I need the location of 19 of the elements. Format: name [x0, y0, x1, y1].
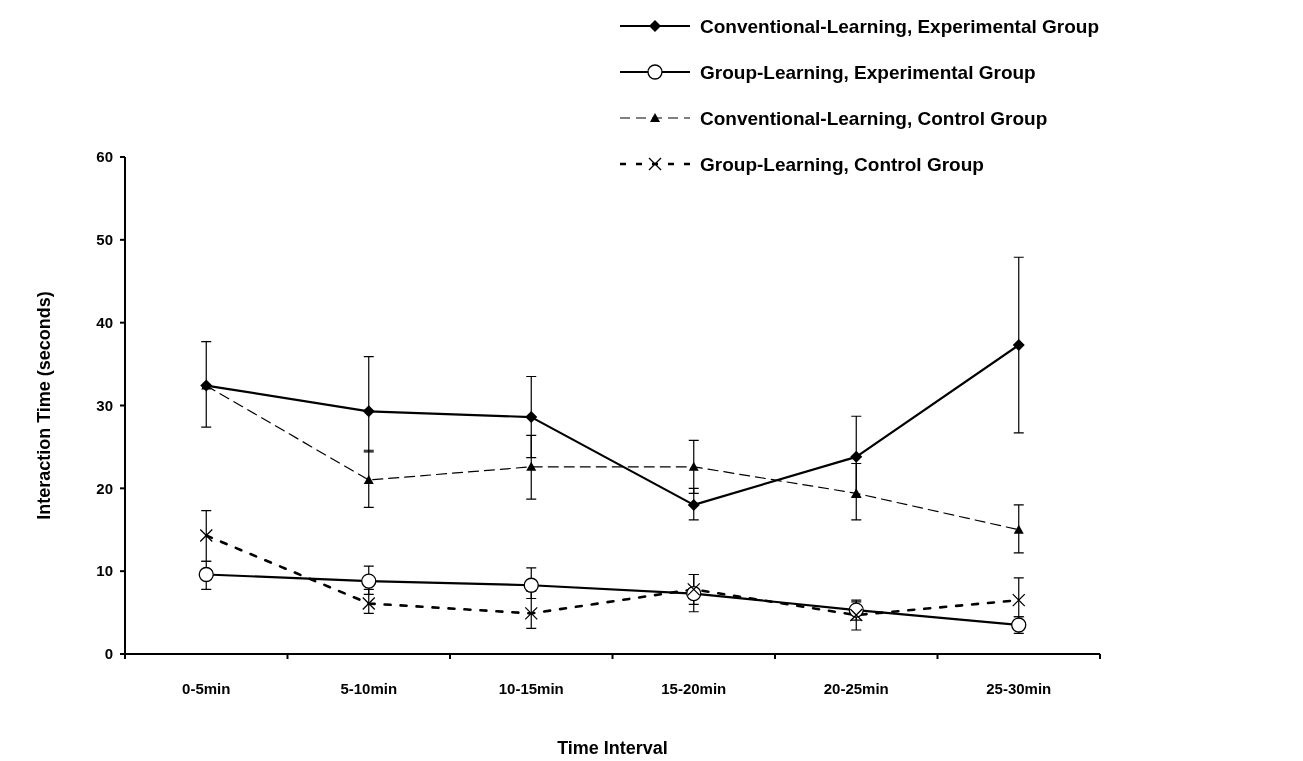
legend-label: Group-Learning, Control Group [700, 153, 984, 175]
y-tick-label: 30 [96, 396, 113, 414]
y-tick-label: 10 [96, 562, 113, 580]
y-tick-label: 20 [96, 479, 113, 497]
legend-label: Conventional-Learning, Experimental Group [700, 15, 1100, 37]
x-tick-label: 20-25min [823, 680, 889, 697]
x-tick-label: 10-15min [498, 680, 564, 697]
y-tick-label: 60 [96, 148, 113, 166]
x-tick-label: 0-5min [182, 680, 231, 697]
legend-label: Conventional-Learning, Control Group [700, 107, 1048, 129]
y-axis-title: Interaction Time (seconds) [34, 291, 54, 520]
y-tick-label: 40 [96, 313, 113, 331]
x-tick-label: 5-10min [340, 680, 398, 697]
x-axis-title: Time Interval [557, 738, 668, 758]
x-tick-label: 15-20min [661, 680, 727, 697]
x-tick-label: 25-30min [986, 680, 1052, 697]
legend-label: Group-Learning, Experimental Group [700, 61, 1036, 83]
y-tick-label: 50 [96, 231, 113, 249]
y-tick-label: 0 [104, 645, 113, 663]
